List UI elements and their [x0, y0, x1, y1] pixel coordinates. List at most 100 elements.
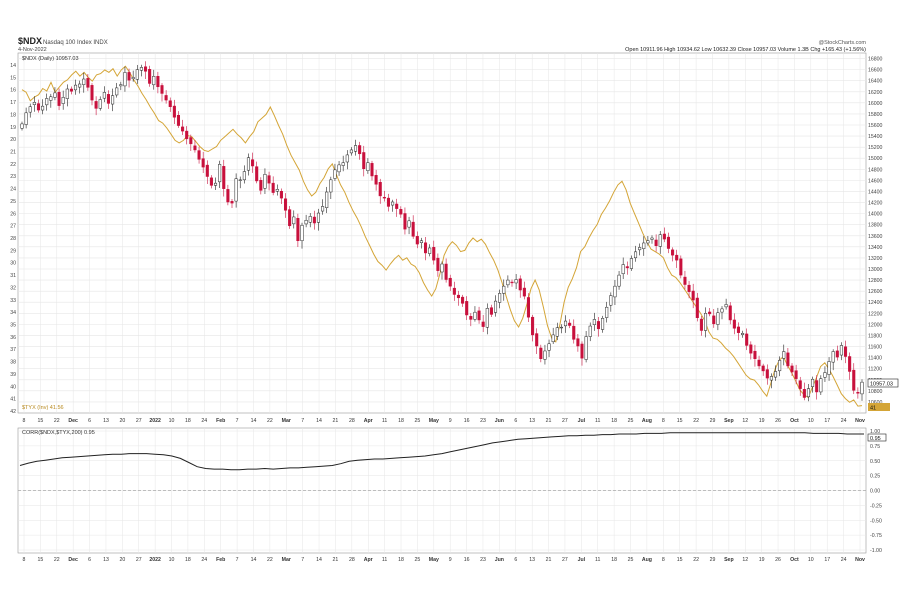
x-tick-label: 29	[710, 557, 716, 563]
x-tick-label: 8	[23, 557, 26, 563]
candle	[691, 283, 695, 309]
candle	[687, 280, 691, 299]
candle	[321, 199, 325, 215]
x-tick-label: 6	[514, 418, 517, 424]
candle-body	[481, 321, 485, 327]
candle	[498, 289, 502, 309]
candle	[835, 345, 839, 361]
candle-body	[316, 212, 321, 223]
candle	[658, 231, 662, 254]
right-axis-tick: 16000	[868, 101, 883, 107]
candle-body	[168, 100, 172, 107]
candle-body	[790, 365, 794, 373]
x-tick-label: 13	[103, 418, 109, 424]
candle-body	[596, 321, 601, 330]
candle-body	[321, 206, 325, 212]
candlesticks	[20, 61, 864, 402]
x-tick-label: May	[429, 418, 439, 424]
candle-body	[106, 94, 111, 104]
candle	[769, 373, 773, 389]
x-tick-label: 16	[464, 418, 470, 424]
candle-body	[127, 72, 131, 81]
x-tick-label: 22	[693, 418, 699, 424]
corr-axis-tick: -0.50	[870, 518, 882, 524]
candle-body	[333, 169, 337, 179]
right-axis-tick: 16200	[868, 90, 883, 96]
x-tick-label: 7	[301, 418, 304, 424]
left-axis-tick: 20	[10, 137, 16, 143]
candle	[806, 384, 811, 402]
candle-body	[366, 162, 370, 171]
candle	[316, 208, 321, 231]
left-axis-tick: 36	[10, 335, 16, 341]
candle-body	[749, 344, 753, 354]
candle	[329, 176, 333, 199]
candle	[362, 145, 366, 177]
candle	[148, 65, 152, 87]
x-tick-label: 22	[267, 418, 273, 424]
candle-body	[201, 158, 205, 168]
candle-body	[411, 221, 415, 237]
candle-body	[263, 174, 267, 189]
candle	[333, 163, 337, 181]
candle	[773, 365, 778, 381]
left-axis-tick: 32	[10, 285, 16, 291]
candle	[440, 261, 444, 280]
candle-body	[736, 326, 741, 333]
x-tick-label: 6	[514, 557, 517, 563]
candle-body	[98, 99, 102, 109]
candle	[568, 319, 572, 329]
candle-body	[769, 376, 773, 381]
candle	[531, 314, 535, 342]
candle	[646, 235, 650, 246]
x-tick-label: 27	[136, 557, 142, 563]
x-tick-label: 8	[662, 418, 665, 424]
candle-body	[382, 196, 386, 199]
x-tick-label: 24	[841, 418, 847, 424]
x-tick-label: Aug	[642, 557, 652, 563]
candle	[580, 341, 584, 366]
candle	[732, 313, 736, 335]
candle-body	[753, 350, 757, 359]
candle-body	[28, 106, 32, 113]
last-price-label: 10957.03	[870, 382, 893, 388]
x-tick-label: Nov	[855, 557, 865, 563]
candle-body	[181, 126, 185, 132]
candle	[592, 312, 596, 331]
candle	[802, 382, 806, 401]
candle	[798, 376, 802, 396]
candle	[419, 237, 423, 249]
x-tick-label: 18	[398, 557, 404, 563]
candle	[172, 99, 176, 125]
candle	[65, 84, 69, 107]
candle	[271, 176, 275, 196]
candle-body	[189, 137, 193, 145]
candle	[411, 215, 415, 239]
candle	[708, 308, 712, 317]
candle-body	[852, 369, 856, 391]
candle-body	[551, 334, 555, 343]
left-axis-tick: 39	[10, 372, 16, 378]
x-tick-label: 8	[23, 418, 26, 424]
candle-body	[452, 287, 456, 295]
candle	[469, 313, 473, 327]
candle-body	[687, 284, 691, 292]
candle	[255, 161, 259, 184]
candle-body	[819, 378, 823, 393]
candle-body	[428, 247, 432, 254]
candle	[349, 147, 353, 156]
candle	[238, 176, 242, 189]
x-tick-label: 18	[185, 557, 191, 563]
candle	[415, 231, 419, 249]
candle-body	[728, 305, 732, 321]
right-axis-tick: 14200	[868, 201, 883, 207]
candle	[823, 366, 827, 383]
candle-body	[563, 320, 568, 327]
candle-body	[584, 336, 588, 360]
left-axis-tick: 37	[10, 347, 16, 353]
candle	[765, 364, 769, 385]
candle-body	[506, 279, 510, 286]
x-tick-label: Feb	[216, 557, 225, 563]
candle-body	[78, 83, 82, 88]
